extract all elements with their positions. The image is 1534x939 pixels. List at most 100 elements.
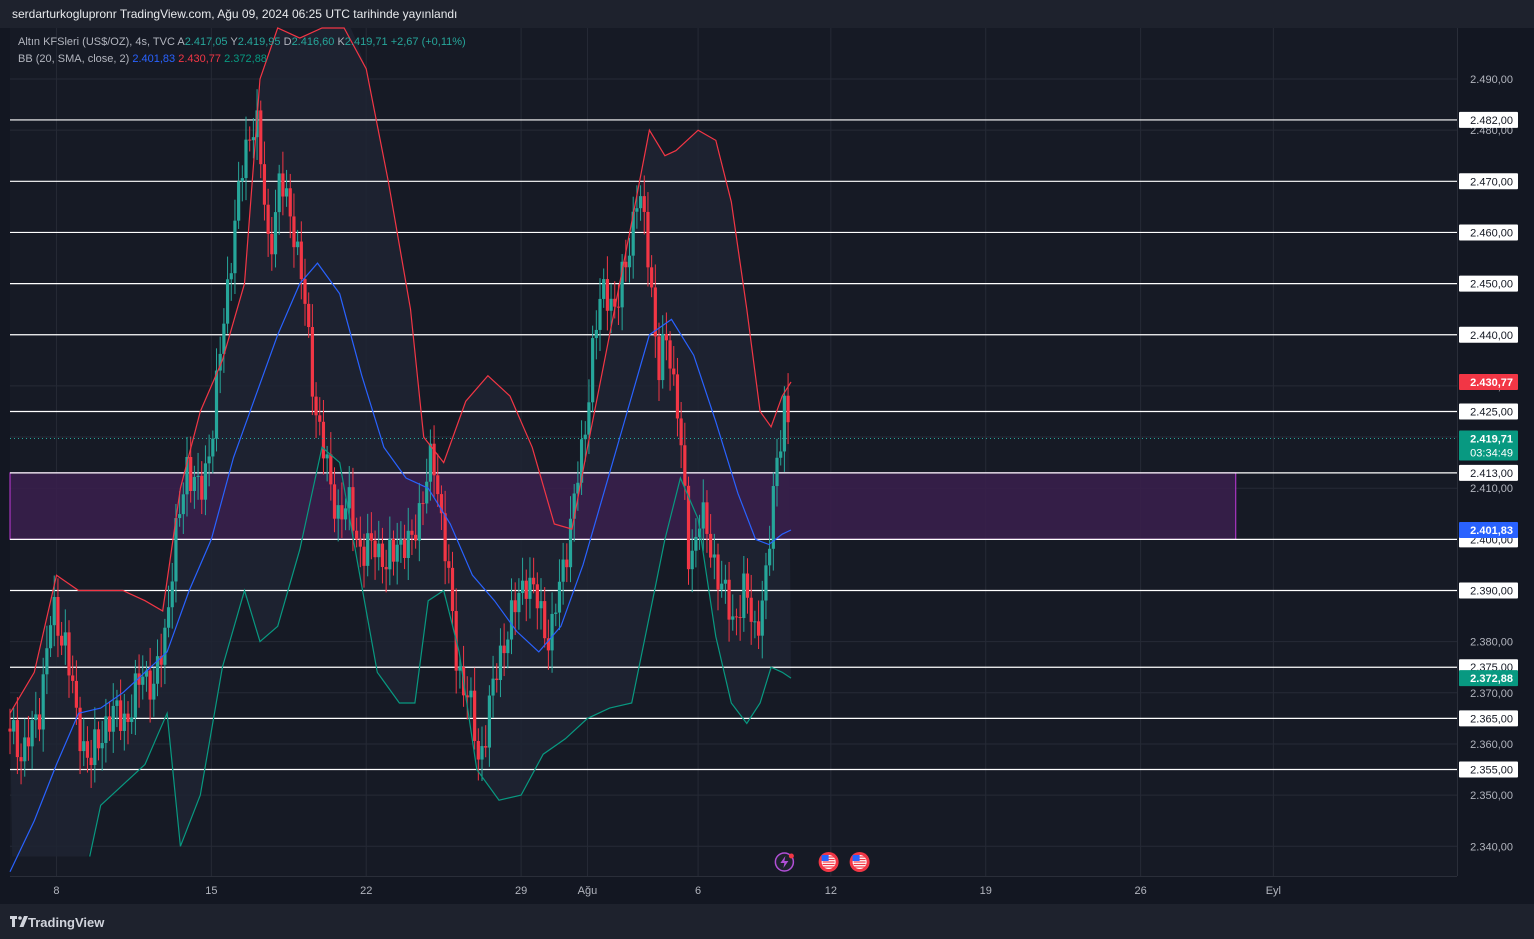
candle-body[interactable] [377,543,381,558]
candle-body[interactable] [71,675,75,681]
candle-body[interactable] [650,267,654,288]
time-axis[interactable] [10,876,1457,905]
candle-body[interactable] [509,600,514,640]
candle-body[interactable] [768,548,772,566]
candle-body[interactable] [321,421,326,459]
candle-body[interactable] [48,625,53,649]
candle-body[interactable] [119,700,123,731]
candle-body[interactable] [458,667,462,671]
candle-body[interactable] [41,674,45,730]
candle-body[interactable] [122,713,126,731]
candle-body[interactable] [554,612,558,614]
candle-body[interactable] [251,137,255,141]
candle-body[interactable] [273,212,278,255]
candle-body[interactable] [362,546,366,566]
candle-body[interactable] [720,583,724,590]
candle-body[interactable] [284,188,289,197]
candle-body[interactable] [107,716,112,732]
symbol-legend-row[interactable]: Altın KFSleri (US$/OZ), 4s, TVC A2.417,0… [18,34,466,51]
candle-body[interactable] [74,680,78,708]
candle-body[interactable] [12,720,16,732]
candle-body[interactable] [716,554,720,590]
candle-body[interactable] [513,600,517,613]
candle-body[interactable] [727,579,731,620]
candle-body[interactable] [96,729,101,749]
candle-body[interactable] [786,395,790,423]
candle-body[interactable] [203,463,208,500]
candle-body[interactable] [189,457,193,492]
candle-body[interactable] [15,720,19,758]
candle-body[interactable] [89,757,93,766]
candle-body[interactable] [307,303,311,328]
candle-body[interactable] [539,601,543,609]
candle-body[interactable] [159,656,163,665]
candle-body[interactable] [487,695,491,748]
candle-body[interactable] [192,476,196,492]
candle-body[interactable] [115,700,119,706]
candle-body[interactable] [465,695,469,698]
candle-body[interactable] [166,607,171,628]
candle-body[interactable] [557,581,562,613]
candle-body[interactable] [8,728,12,732]
candle-body[interactable] [731,616,735,620]
candle-body[interactable] [436,475,440,495]
candle-body[interactable] [26,737,31,747]
candle-body[interactable] [141,676,145,685]
candle-body[interactable] [23,737,27,762]
candle-body[interactable] [262,164,267,205]
candle-body[interactable] [410,530,414,535]
candle-body[interactable] [506,639,510,654]
candle-body[interactable] [469,690,473,698]
candle-body[interactable] [30,720,34,747]
candle-body[interactable] [181,494,185,515]
candle-body[interactable] [432,443,436,476]
candle-body[interactable] [598,298,602,330]
candle-body[interactable] [734,616,739,618]
candle-body[interactable] [225,279,230,324]
candle-body[interactable] [476,740,480,760]
candle-body[interactable] [314,396,318,416]
candle-body[interactable] [701,502,705,529]
tradingview-logo[interactable]: TradingView [10,915,104,930]
candle-body[interactable] [480,746,484,760]
candle-body[interactable] [609,298,613,311]
candle-body[interactable] [694,536,698,551]
candle-body[interactable] [594,329,598,339]
candle-body[interactable] [325,454,329,459]
candle-body[interactable] [34,714,38,721]
candle-body[interactable] [443,513,447,562]
candle-body[interactable] [60,635,64,646]
candle-body[interactable] [664,333,668,341]
candle-body[interactable] [690,550,694,570]
candle-body[interactable] [613,298,617,307]
candle-body[interactable] [723,579,727,584]
candle-body[interactable] [642,196,646,212]
candle-body[interactable] [679,418,683,446]
candle-body[interactable] [399,539,403,545]
candle-body[interactable] [587,402,591,435]
candle-body[interactable] [686,485,691,570]
candle-body[interactable] [237,181,241,221]
candle-body[interactable] [248,139,252,141]
candle-body[interactable] [85,741,90,758]
candle-body[interactable] [605,279,609,311]
candle-body[interactable] [281,173,285,197]
candle-body[interactable] [675,374,680,419]
candle-body[interactable] [498,645,503,681]
candle-body[interactable] [200,475,204,500]
candle-body[interactable] [484,746,488,748]
candle-body[interactable] [144,670,149,677]
candle-body[interactable] [627,255,632,268]
candle-body[interactable] [421,503,425,505]
candle-body[interactable] [52,596,56,626]
candle-body[interactable] [45,648,49,675]
candle-body[interactable] [402,539,407,558]
candle-body[interactable] [502,645,506,654]
candle-body[interactable] [709,533,713,558]
candle-body[interactable] [170,581,174,608]
candle-body[interactable] [546,638,550,651]
candle-body[interactable] [782,395,786,452]
candle-body[interactable] [439,494,444,514]
candle-body[interactable] [425,481,429,504]
candle-body[interactable] [229,273,233,280]
